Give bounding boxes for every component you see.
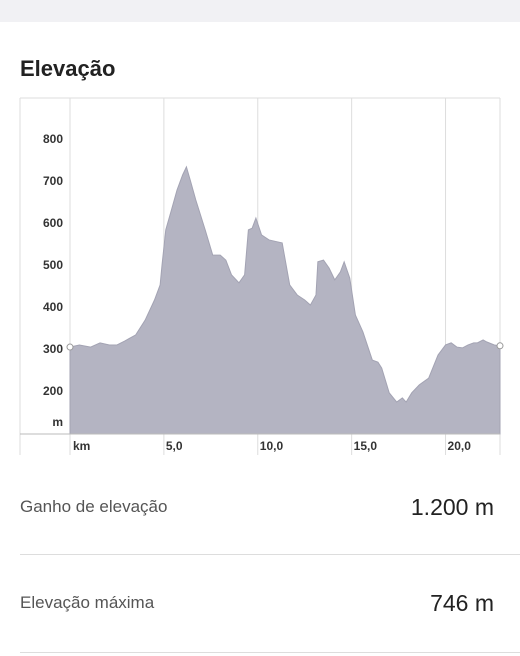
x-tick-label: 15,0: [354, 439, 378, 453]
card-title: Elevação: [20, 56, 116, 81]
stat-value: 746 m: [430, 589, 494, 616]
stat-row: Elevação máxima 746 m: [20, 573, 494, 633]
elevation-area: [69, 165, 501, 435]
divider: [20, 652, 520, 653]
x-axis-unit: km: [73, 439, 90, 453]
x-tick-label: 5,0: [166, 439, 183, 453]
chart: 200 300 400 500 600 700 800 5,0 10,0 15,0 20,0 mkm: [19, 97, 504, 455]
y-tick-label: 400: [43, 300, 63, 314]
y-tick-label: 200: [43, 384, 63, 398]
x-tick-label: 20,0: [448, 439, 472, 453]
y-tick-label: 500: [43, 258, 63, 272]
end-point: [66, 343, 74, 351]
divider: [20, 554, 520, 555]
y-tick-label: 600: [43, 216, 63, 230]
x-tick-label: 10,0: [260, 439, 284, 453]
stat-label: Ganho de elevação: [20, 497, 168, 516]
stat-label: Elevação máxima: [20, 593, 155, 612]
stat-row: Ganho de elevação 1.200 m: [20, 477, 494, 537]
top-bar: [0, 0, 520, 22]
stat-value: 1.200 m: [410, 493, 494, 520]
y-tick-label: 300: [43, 342, 63, 356]
y-tick-label: 800: [43, 132, 63, 146]
end-point: [496, 342, 504, 350]
y-tick-label: 700: [43, 174, 63, 188]
y-axis-unit: m: [52, 415, 63, 429]
